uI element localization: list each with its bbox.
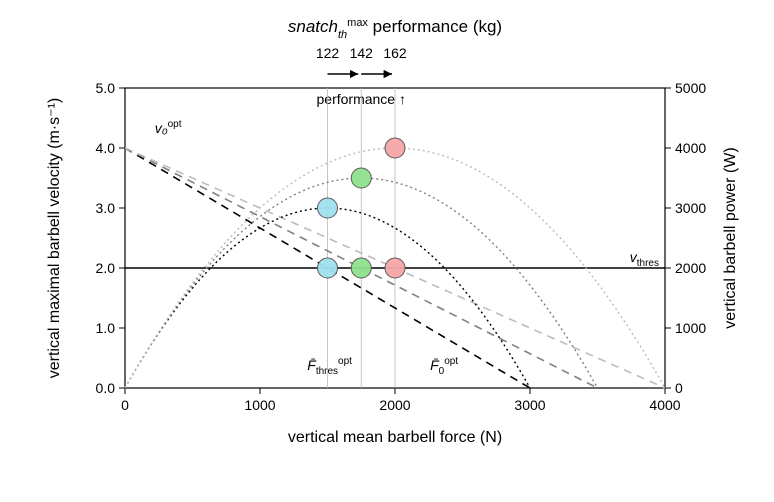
yright-axis-label: vertical barbell power (W) [722,147,739,328]
x-tick-label: 3000 [514,397,545,413]
yleft-tick-label: 1.0 [96,320,116,336]
yright-tick-label: 2000 [675,260,706,276]
yleft-tick-label: 3.0 [96,200,116,216]
chart-title: snatchthmax performance (kg) [288,17,502,41]
perf-tick-label: 162 [383,45,407,61]
data-point [385,138,405,158]
x-axis-label: vertical mean barbell force (N) [288,429,502,446]
yright-tick-label: 4000 [675,140,706,156]
data-point [351,258,371,278]
perf-tick-label: 122 [316,45,340,61]
yleft-axis-label: vertical maximal barbell velocity (m·s⁻¹… [46,98,63,379]
v0-opt-label: v₀opt [155,119,182,136]
f-thres-opt-label: F̄thresopt [307,356,352,377]
x-tick-label: 0 [121,397,129,413]
yright-tick-label: 5000 [675,80,706,96]
yleft-tick-label: 5.0 [96,80,116,96]
v-thres-label: vthres [630,249,659,269]
yright-tick-label: 0 [675,380,683,396]
data-point [351,168,371,188]
yright-tick-label: 1000 [675,320,706,336]
data-point [318,198,338,218]
perf-tick-label: 142 [350,45,374,61]
f0-opt-label: F̄0opt [430,356,458,377]
yleft-tick-label: 4.0 [96,140,116,156]
x-tick-label: 2000 [379,397,410,413]
data-point [385,258,405,278]
yleft-tick-label: 2.0 [96,260,116,276]
x-tick-label: 4000 [649,397,680,413]
data-point [318,258,338,278]
x-tick-label: 1000 [244,397,275,413]
yright-tick-label: 3000 [675,200,706,216]
yleft-tick-label: 0.0 [96,380,116,396]
